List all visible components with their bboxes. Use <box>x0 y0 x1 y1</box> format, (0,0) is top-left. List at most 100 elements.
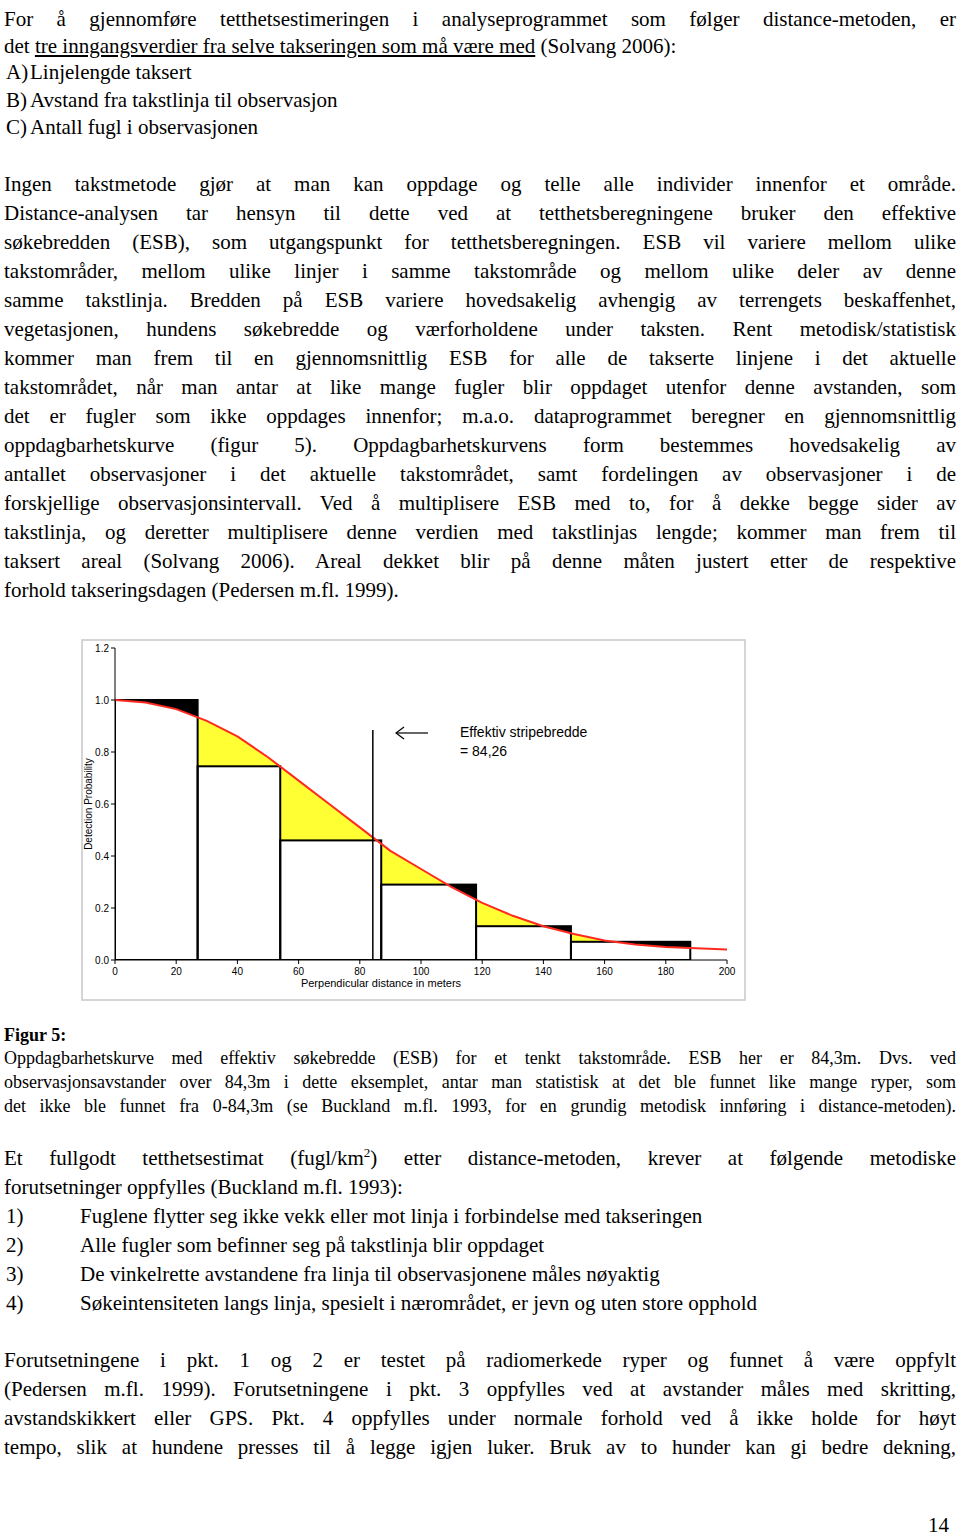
x-tick-label: 140 <box>535 966 552 977</box>
text-line: tempo, slik at hundene presses til å leg… <box>4 1434 956 1460</box>
overlap-group <box>115 700 690 960</box>
y-tick <box>111 960 115 961</box>
x-tick <box>237 960 238 964</box>
y-tick-label: 0.8 <box>95 747 109 758</box>
list-text: Søkeintensiteten langs linja, spesielt i… <box>80 1290 757 1316</box>
x-tick <box>665 960 666 964</box>
text-run: takstområdet, når man antar at like mang… <box>4 375 956 399</box>
text-line: takstområder, mellom ulike linjer i samm… <box>4 258 956 284</box>
text-line: Distance-analysen tar hensyn til dette v… <box>4 200 956 226</box>
list-label: C) <box>6 114 27 140</box>
list-label: A) <box>6 59 28 85</box>
histogram-bar <box>280 840 381 960</box>
x-tick-label: 200 <box>719 966 736 977</box>
list-text: Antall fugl i observasjonen <box>30 114 258 140</box>
histogram-bar <box>115 700 198 960</box>
text-run: samme takstlinja. Bredden på ESB variere… <box>4 288 956 312</box>
curve-excess <box>115 700 690 960</box>
x-tick-label: 80 <box>354 966 366 977</box>
x-tick <box>543 960 544 964</box>
text-run: takstområder, mellom ulike linjer i samm… <box>4 259 956 283</box>
text-run: forutsetninger oppfylles (Buckland m.fl.… <box>4 1175 403 1199</box>
text-line: Ingen takstmetode gjør at man kan oppdag… <box>4 171 956 197</box>
x-tick <box>176 960 177 964</box>
text-line: avstandskikkert eller GPS. Pkt. 4 oppfyl… <box>4 1405 956 1431</box>
y-tick-label: 0.0 <box>95 955 109 966</box>
text-run: Ingen takstmetode gjør at man kan oppdag… <box>4 172 956 196</box>
y-tick <box>111 700 115 701</box>
text-run: taksert areal (Solvang 2006). Areal dekk… <box>4 549 956 573</box>
text-run: observasjonsavstander over 84,3m i dette… <box>4 1072 956 1092</box>
bar-overlap <box>381 885 476 960</box>
x-tick <box>359 960 360 964</box>
list-label: B) <box>6 87 27 113</box>
bar-overlap <box>280 840 381 960</box>
text-run: 2 <box>364 1145 371 1160</box>
x-tick-label: 20 <box>171 966 183 977</box>
text-run: oppdagbarhetskurve (figur 5). Oppdagbarh… <box>4 433 956 457</box>
bar-overlap <box>115 700 198 960</box>
text-run: (Pedersen m.fl. 1999). Forutsetningene i… <box>4 1377 956 1401</box>
fit-curve <box>115 700 727 950</box>
list-label: 4) <box>6 1290 24 1316</box>
x-tick <box>298 960 299 964</box>
text-line: takstområdet, når man antar at like mang… <box>4 374 956 400</box>
y-tick <box>111 804 115 805</box>
chart-frame <box>82 640 745 1000</box>
text-line: forhold takseringsdagen (Pedersen m.fl. … <box>4 577 956 603</box>
text-run: vegetasjonen, hundens søkebredde og værf… <box>4 317 956 341</box>
text-line: Et fullgodt tetthetsestimat (fugl/km2) e… <box>4 1145 956 1171</box>
y-tick <box>111 648 115 649</box>
text-line: vegetasjonen, hundens søkebredde og værf… <box>4 316 956 342</box>
x-tick-label: 0 <box>112 966 118 977</box>
text-line: forskjellige observasjonsintervall. Ved … <box>4 490 956 516</box>
text-line: taksert areal (Solvang 2006). Areal dekk… <box>4 548 956 574</box>
text-line: Forutsetningene i pkt. 1 og 2 er testet … <box>4 1347 956 1373</box>
text-run: avstandskikkert eller GPS. Pkt. 4 oppfyl… <box>4 1406 956 1430</box>
list-label: 2) <box>6 1232 24 1258</box>
page-number: 14 <box>928 1512 949 1537</box>
text-run: antallet observasjoner i det aktuelle ta… <box>4 462 956 486</box>
y-tick <box>111 752 115 753</box>
bar-overlap <box>198 766 281 960</box>
list-label: 3) <box>6 1261 24 1287</box>
curve-excess-group <box>115 700 690 960</box>
text-line: observasjonsavstander over 84,3m i dette… <box>4 1069 956 1095</box>
text-run: Et fullgodt tetthetsestimat (fugl/km <box>4 1146 364 1170</box>
caption-label: Figur 5: <box>4 1022 66 1048</box>
x-tick <box>604 960 605 964</box>
text-run: (Solvang 2006): <box>535 34 676 58</box>
text-run: tempo, slik at hundene presses til å leg… <box>4 1435 956 1459</box>
text-line: det er fugler som ikke oppdages innenfor… <box>4 403 956 429</box>
annotation-arrowhead <box>396 727 404 739</box>
x-tick-label: 40 <box>232 966 244 977</box>
text-run: Distance-analysen tar hensyn til dette v… <box>4 201 956 225</box>
text-run: det er fugler som ikke oppdages innenfor… <box>4 404 956 428</box>
bar-excess <box>280 840 381 960</box>
text-run: kommer man frem til en gjennomsnittlig E… <box>4 346 956 370</box>
bar-overlap <box>476 926 571 960</box>
text-line: samme takstlinja. Bredden på ESB variere… <box>4 287 956 313</box>
y-tick <box>111 856 115 857</box>
text-line: Oppdagbarhetskurve med effektiv søkebred… <box>4 1045 956 1071</box>
y-tick-label: 0.2 <box>95 903 109 914</box>
bar-excess <box>476 926 571 960</box>
bar-excess <box>381 885 476 960</box>
text-line: det tre inngangsverdier fra selve takser… <box>4 33 956 59</box>
text-run: forhold takseringsdagen (Pedersen m.fl. … <box>4 578 399 602</box>
histogram-bar <box>381 885 476 960</box>
text-line: oppdagbarhetskurve (figur 5). Oppdagbarh… <box>4 432 956 458</box>
x-tick-label: 120 <box>474 966 491 977</box>
x-tick-label: 180 <box>657 966 674 977</box>
y-tick-label: 1.2 <box>95 643 109 654</box>
text-run: tre inngangsverdier fra selve takseringe… <box>35 34 535 58</box>
text-line: det ikke ble funnet fra 0-84,3m (se Buck… <box>4 1093 956 1119</box>
list-label: 1) <box>6 1203 24 1229</box>
text-run: takstlinja, og deretter multiplisere den… <box>4 520 956 544</box>
list-text: Alle fugler som befinner seg på takstlin… <box>80 1232 544 1258</box>
annotation-text: = 84,26 <box>460 743 507 759</box>
text-line: kommer man frem til en gjennomsnittlig E… <box>4 345 956 371</box>
histogram-bar <box>198 766 281 960</box>
figure-chart: 0.00.20.40.60.81.01.20204060801001201401… <box>0 625 960 1010</box>
plot-data <box>115 700 727 960</box>
